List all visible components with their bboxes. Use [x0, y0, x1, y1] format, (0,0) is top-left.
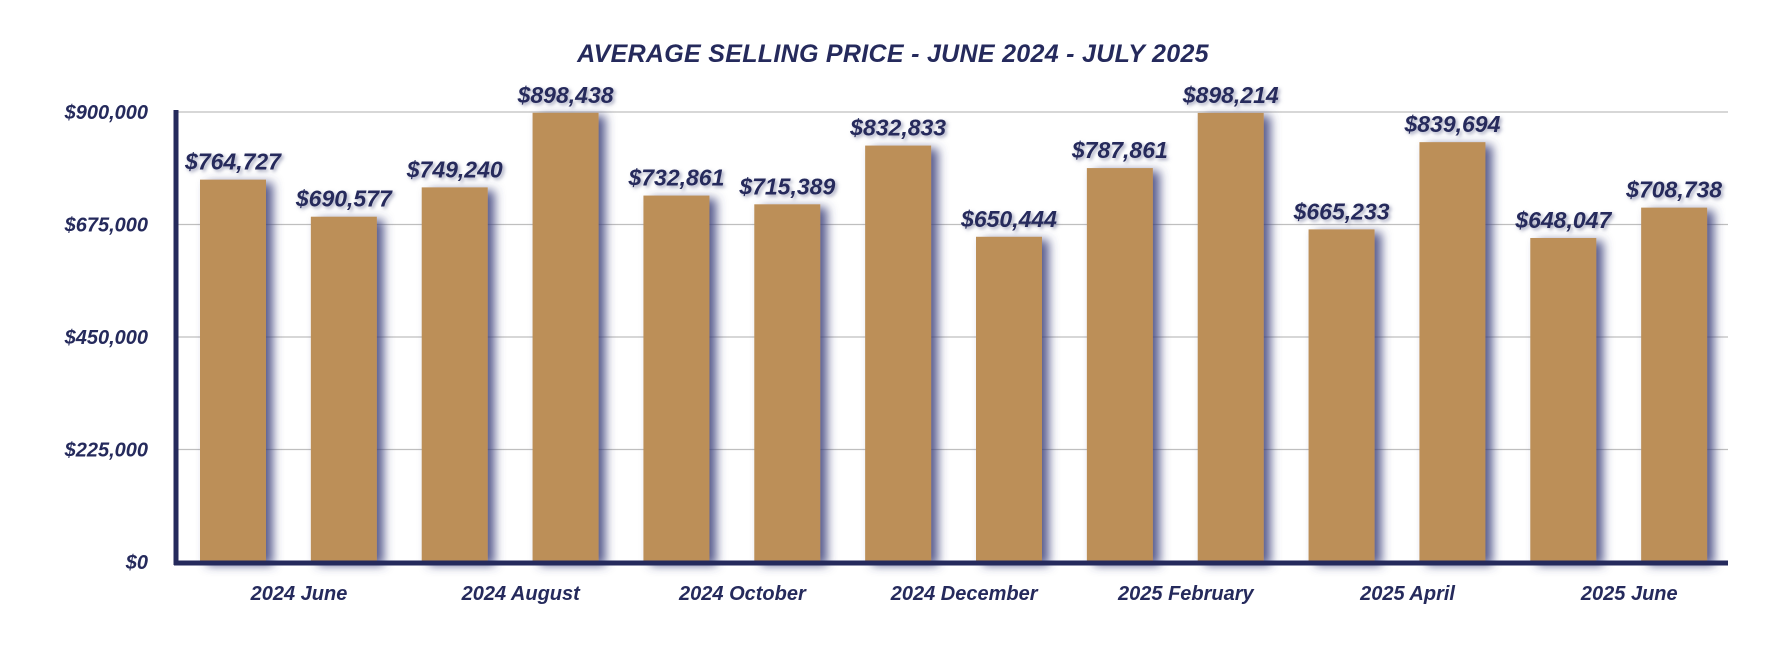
y-tick-label: $225,000 — [64, 440, 148, 462]
bar — [421, 187, 488, 562]
bar — [976, 236, 1042, 562]
bar-value-label: $898,438 — [517, 82, 614, 108]
y-tick-label: $450,000 — [64, 327, 148, 349]
x-tick-label: 2024 August — [461, 583, 582, 605]
bar — [1419, 142, 1486, 562]
x-tick-label: 2024 June — [250, 583, 348, 605]
bar-value-label: $764,727 — [184, 149, 282, 175]
x-tick-label: 2025 April — [1359, 583, 1455, 605]
chart-title: AVERAGE SELLING PRICE - JUNE 2024 - JULY… — [577, 40, 1209, 68]
bar-value-label: $787,861 — [1071, 137, 1168, 163]
bar — [865, 145, 932, 562]
bar — [1530, 237, 1597, 562]
x-tick-label: 2025 February — [1117, 583, 1255, 605]
bar — [1197, 112, 1264, 562]
bar — [1308, 229, 1375, 563]
bar-value-label: $650,444 — [960, 206, 1057, 232]
bar-value-label: $708,738 — [1625, 177, 1722, 203]
bar — [754, 204, 821, 563]
y-tick-label: $900,000 — [64, 102, 148, 124]
x-tick-label: 2024 December — [890, 583, 1039, 605]
bar — [1086, 168, 1153, 562]
bar — [532, 112, 599, 562]
bar — [643, 195, 710, 562]
bar-value-label: $648,047 — [1514, 207, 1612, 233]
bar-value-label: $665,233 — [1293, 198, 1390, 224]
bar-value-label: $715,389 — [738, 173, 835, 199]
bar — [200, 179, 266, 562]
bar-value-label: $690,577 — [295, 186, 393, 212]
x-tick-label: 2025 June — [1580, 583, 1678, 605]
bar — [310, 216, 377, 563]
y-tick-label: $0 — [125, 552, 148, 574]
bar-value-label: $832,833 — [849, 115, 946, 141]
x-tick-label: 2024 October — [678, 583, 807, 605]
bar-value-label: $732,861 — [627, 165, 724, 191]
bar-value-label: $839,694 — [1403, 111, 1500, 137]
bar — [1641, 207, 1708, 563]
bar-value-label: $749,240 — [406, 156, 503, 182]
bar-value-label: $898,214 — [1182, 82, 1279, 108]
y-tick-label: $675,000 — [64, 215, 148, 237]
